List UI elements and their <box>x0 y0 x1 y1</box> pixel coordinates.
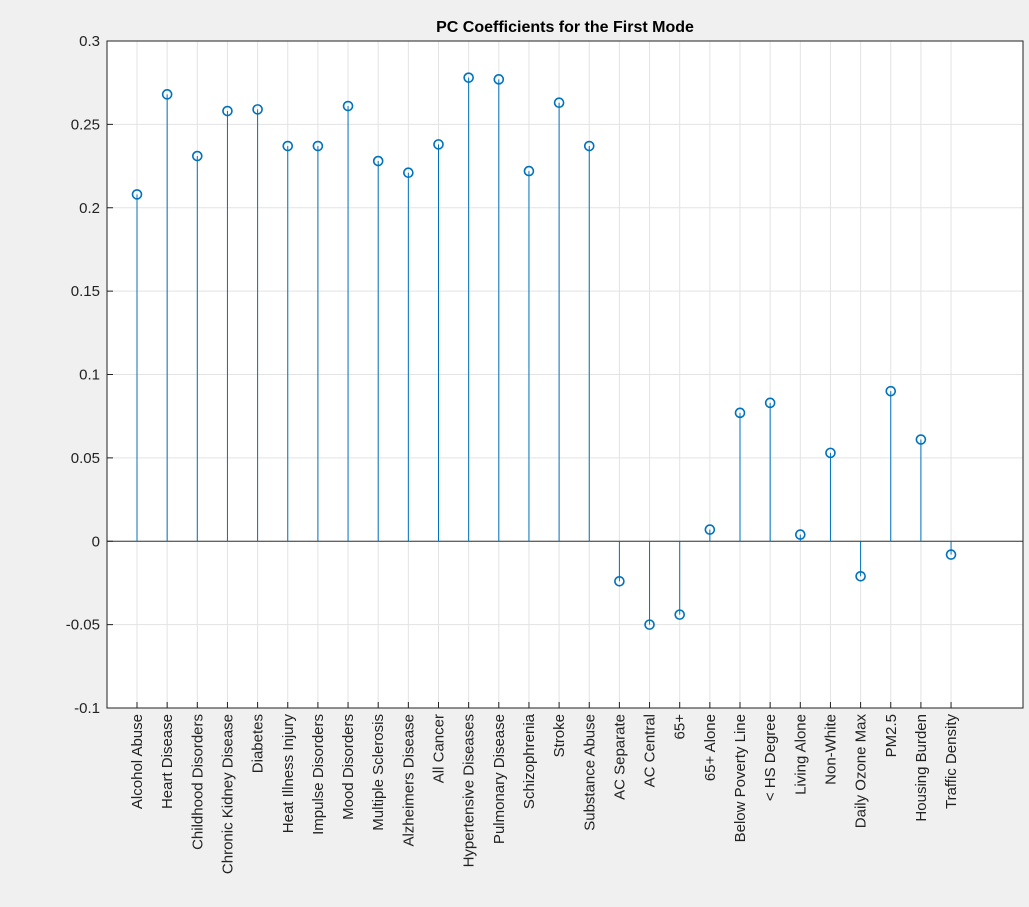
stem-marker <box>945 549 957 560</box>
x-tick-label: Below Poverty Line <box>732 714 749 842</box>
y-tick-label: -0.05 <box>66 617 100 634</box>
chart-title: PC Coefficients for the First Mode <box>436 19 694 36</box>
x-tick-label: Pulmonary Disease <box>491 714 508 844</box>
y-tick-label: -0.1 <box>74 700 100 717</box>
stem-marker <box>915 434 927 445</box>
stem-marker <box>825 447 836 459</box>
stem-marker <box>885 385 897 397</box>
stem-marker <box>372 155 384 167</box>
y-tick-label: 0.2 <box>79 200 100 217</box>
x-tick-label: Daily Ozone Max <box>853 714 870 829</box>
x-tick-label: Impulse Disorders <box>310 714 327 835</box>
x-tick-label: Diabetes <box>250 714 267 773</box>
stem-marker <box>222 105 233 117</box>
x-tick-label: Mood Disorders <box>340 714 357 820</box>
stem-marker <box>855 570 866 582</box>
y-tick-label: 0.05 <box>71 450 100 467</box>
x-tick-label: Chronic Kidney Disease <box>219 714 236 874</box>
x-tick-label: Housing Burden <box>913 714 930 822</box>
x-tick-label: Hypertensive Diseases <box>461 714 478 867</box>
stem-marker <box>674 609 686 620</box>
x-tick-label: AC Central <box>642 714 659 787</box>
stem-marker <box>734 407 746 419</box>
x-tick-label: Heat Illness Injury <box>280 714 297 834</box>
stem-marker <box>252 104 263 115</box>
stem-marker <box>342 100 354 112</box>
stem-marker <box>614 575 625 587</box>
stem-marker <box>523 165 535 177</box>
x-tick-label: Substance Abuse <box>581 714 598 831</box>
x-tick-label: Living Alone <box>792 714 809 795</box>
y-axis-ticks: -0.1 -0.05 0 0.05 0.1 0.15 0.2 0.25 0.3 <box>66 33 113 717</box>
stem-marker <box>282 140 294 152</box>
stem-marker <box>312 140 324 152</box>
x-tick-label: Childhood Disorders <box>189 714 206 850</box>
stem-marker <box>463 72 474 83</box>
y-tick-label: 0.25 <box>71 116 100 133</box>
x-tick-label: Multiple Sclerosis <box>370 714 387 831</box>
x-tick-label: Heart Disease <box>159 714 176 809</box>
x-tick-label: Stroke <box>551 714 568 757</box>
x-tick-label: Alcohol Abuse <box>129 714 146 809</box>
y-tick-label: 0.15 <box>71 283 100 300</box>
x-tick-label: Schizophrenia <box>521 713 538 809</box>
y-tick-label: 0.3 <box>79 33 100 50</box>
stem-marker <box>131 189 143 200</box>
stem-marker <box>493 74 505 85</box>
stem-marker <box>704 524 716 535</box>
x-tick-label: 65+ <box>672 714 689 740</box>
stem-marker <box>192 150 203 162</box>
x-tick-label: AC Separate <box>611 714 628 800</box>
stem-marker <box>553 97 565 108</box>
y-tick-label: 0 <box>92 533 100 550</box>
stem-marker <box>794 529 806 540</box>
stem-layer <box>131 72 957 630</box>
stem-marker <box>433 139 444 150</box>
x-tick-label: < HS Degree <box>762 714 779 801</box>
x-tick-label: Traffic Density <box>943 714 960 810</box>
x-axis-ticks: Alcohol Abuse Heart Disease Childhood Diso… <box>129 702 960 874</box>
x-tick-label: Alzheimers Disease <box>400 714 417 847</box>
x-tick-label: 65+ Alone <box>702 714 719 781</box>
plot-frame <box>106 40 1024 709</box>
stem-marker <box>403 167 414 179</box>
x-tick-label: PM2.5 <box>883 714 900 757</box>
x-tick-label: All Cancer <box>431 714 448 783</box>
stem-marker <box>161 89 173 100</box>
stem-marker <box>583 140 595 152</box>
stem-marker <box>644 619 655 630</box>
stem-marker <box>764 397 776 409</box>
x-tick-label: Non-White <box>822 714 839 785</box>
y-tick-label: 0.1 <box>79 367 100 384</box>
